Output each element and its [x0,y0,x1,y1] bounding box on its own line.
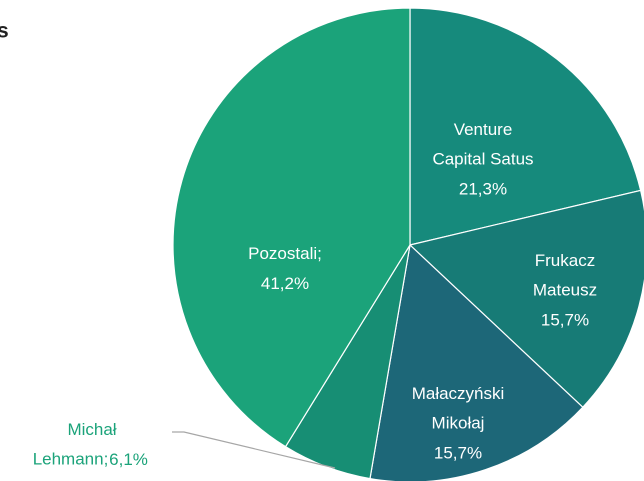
data-label-name: Michał Lehmann; [33,420,117,469]
label-line: Capital Satus [432,150,533,169]
data-label-value: 15,7% [434,443,482,462]
data-label-value: 21,3% [459,179,507,198]
data-label-name: Frukacz Mateusz [533,251,597,300]
pie-slice [408,189,644,409]
pie-slice [172,7,411,448]
label-line: Lehmann; [33,450,109,469]
data-label-value: 6,1% [109,450,148,469]
data-label-name: Pozostali; [248,244,322,263]
label-line: Mikołaj [432,414,485,433]
leader-line [172,431,336,469]
chart-title: s [0,20,9,43]
label-line: Małaczyński [412,384,505,403]
data-label-name: Małaczyński Mikołaj [412,384,505,433]
label-line: Pozostali; [248,244,322,263]
data-label-value: 15,7% [541,310,589,329]
label-line: Mateusz [533,281,597,300]
pie-slice [409,7,642,246]
data-label-value: 41,2% [261,274,309,293]
pie-slice [369,243,584,481]
label-line: Michał [67,420,116,439]
label-line: Frukacz [535,251,595,270]
label-line: Venture [454,120,513,139]
data-label-name: Venture Capital Satus [432,120,533,169]
